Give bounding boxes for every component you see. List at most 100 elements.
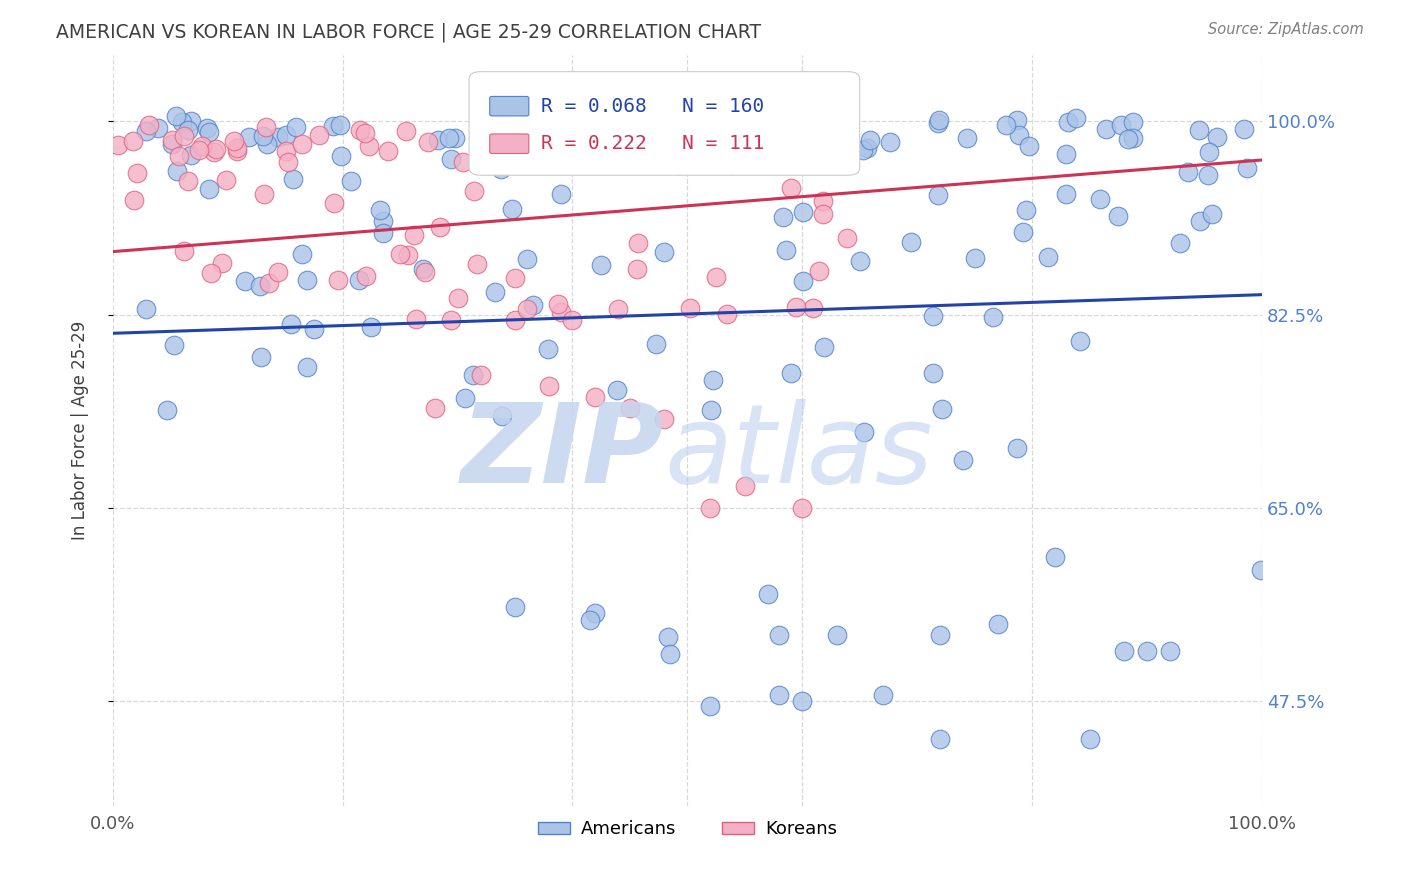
Point xyxy=(1201,207,1223,221)
Point xyxy=(295,273,318,287)
Text: atlas: atlas xyxy=(665,400,934,507)
Point xyxy=(501,202,523,217)
Point xyxy=(605,123,627,137)
Point xyxy=(621,136,644,151)
Point xyxy=(550,145,572,160)
Point xyxy=(198,182,221,196)
Point xyxy=(368,202,391,217)
Point xyxy=(983,310,1005,324)
Point xyxy=(249,350,271,364)
Point xyxy=(851,143,873,157)
Point xyxy=(952,452,974,467)
Point xyxy=(238,130,260,145)
Point xyxy=(163,337,186,351)
Point xyxy=(1109,119,1132,133)
Point xyxy=(1018,139,1040,153)
Point xyxy=(267,265,290,279)
Point xyxy=(254,120,277,135)
Point xyxy=(180,147,202,161)
Point xyxy=(763,139,786,153)
Point xyxy=(963,252,986,266)
Point xyxy=(395,124,418,138)
Point xyxy=(138,118,160,132)
Point xyxy=(582,142,605,156)
Point xyxy=(780,181,803,195)
Point xyxy=(146,121,169,136)
Point xyxy=(235,275,257,289)
Point xyxy=(167,149,190,163)
Point xyxy=(1159,644,1181,658)
Point xyxy=(619,156,641,170)
Point xyxy=(477,149,499,163)
Point xyxy=(775,243,797,257)
Point xyxy=(440,312,463,326)
Point xyxy=(1118,131,1140,145)
Point xyxy=(665,149,688,163)
Point xyxy=(170,115,193,129)
Point xyxy=(657,631,679,645)
Point xyxy=(349,122,371,136)
Point xyxy=(222,134,245,148)
Point xyxy=(389,247,412,261)
Point xyxy=(508,115,530,129)
Point xyxy=(1188,123,1211,137)
Point xyxy=(253,187,276,202)
Point xyxy=(808,264,831,278)
Point xyxy=(1122,115,1144,129)
Point xyxy=(728,117,751,131)
Point xyxy=(463,184,485,198)
Point xyxy=(173,244,195,258)
Point xyxy=(720,158,742,172)
Point xyxy=(225,144,247,158)
Point xyxy=(177,174,200,188)
Point xyxy=(478,153,501,167)
Point xyxy=(1088,192,1111,206)
Text: R = 0.068   N = 160: R = 0.068 N = 160 xyxy=(541,96,765,116)
Point xyxy=(122,134,145,148)
Point xyxy=(859,133,882,147)
Point xyxy=(550,186,572,201)
Point xyxy=(423,401,446,416)
Point xyxy=(479,128,502,142)
Point xyxy=(429,219,451,234)
Point xyxy=(440,153,463,167)
Point xyxy=(779,366,801,380)
Text: Source: ZipAtlas.com: Source: ZipAtlas.com xyxy=(1208,22,1364,37)
Point xyxy=(515,301,537,316)
Point xyxy=(689,154,711,169)
Point xyxy=(188,143,211,157)
Point xyxy=(453,391,475,405)
Point xyxy=(444,131,467,145)
Point xyxy=(605,139,627,153)
Point xyxy=(591,258,613,272)
Point xyxy=(1057,114,1080,128)
Point xyxy=(619,401,641,416)
Point xyxy=(1011,225,1033,239)
Point xyxy=(654,412,676,426)
Point xyxy=(470,368,492,383)
Point xyxy=(1107,209,1129,223)
Point xyxy=(654,245,676,260)
Point xyxy=(1205,130,1227,145)
Point xyxy=(657,145,679,159)
Point xyxy=(585,390,607,404)
Point xyxy=(699,500,721,515)
Point xyxy=(412,261,434,276)
Point xyxy=(554,137,576,152)
Text: ZIP: ZIP xyxy=(461,400,665,507)
Point xyxy=(579,613,602,627)
Point xyxy=(291,246,314,260)
Point xyxy=(792,500,814,515)
Point xyxy=(754,121,776,136)
Point xyxy=(769,113,792,128)
Point xyxy=(792,274,814,288)
FancyBboxPatch shape xyxy=(470,71,859,175)
Point xyxy=(482,129,505,144)
Point xyxy=(607,138,630,153)
Point xyxy=(927,187,949,202)
Point xyxy=(191,138,214,153)
Point xyxy=(1112,644,1135,658)
Point xyxy=(606,383,628,397)
Point xyxy=(801,301,824,315)
Point xyxy=(554,112,576,127)
